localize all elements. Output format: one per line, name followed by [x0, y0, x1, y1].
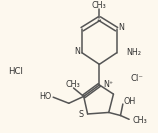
Text: N⁺: N⁺ — [104, 80, 114, 89]
Text: HCl: HCl — [8, 67, 23, 76]
Text: N: N — [74, 47, 80, 56]
Text: CH₃: CH₃ — [65, 80, 80, 90]
Text: Cl⁻: Cl⁻ — [131, 74, 143, 83]
Text: N: N — [119, 23, 125, 32]
Text: OH: OH — [124, 97, 136, 106]
Text: CH₃: CH₃ — [132, 116, 147, 125]
Text: NH₂: NH₂ — [126, 48, 141, 57]
Text: S: S — [79, 110, 84, 119]
Text: HO: HO — [39, 92, 51, 101]
Text: CH₃: CH₃ — [92, 1, 107, 10]
